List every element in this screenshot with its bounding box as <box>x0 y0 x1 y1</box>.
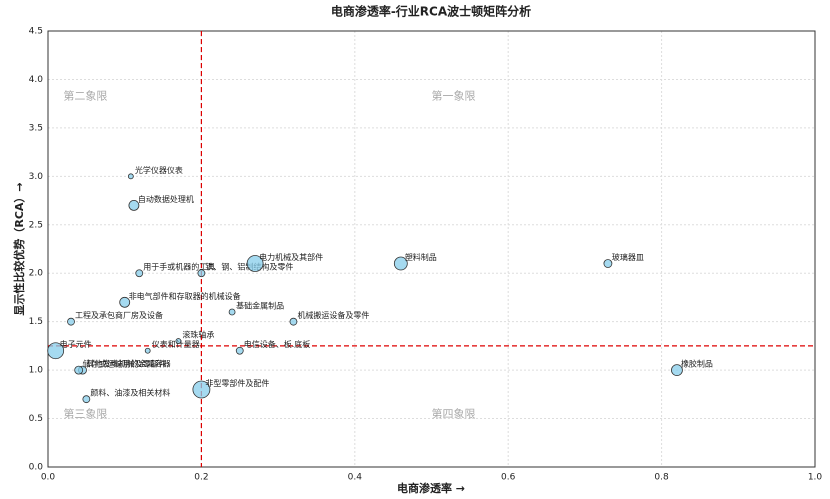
bubble <box>246 255 264 272</box>
x-tick-label: 1.0 <box>808 473 823 483</box>
bubble <box>47 342 65 360</box>
point-label: 玻璃器皿 <box>612 252 644 262</box>
point-label: 颜料、油漆及相关材料 <box>90 388 170 398</box>
point-label: 电信设备、板.底板 <box>244 339 311 349</box>
point-label: 基础金属制品 <box>236 300 284 310</box>
bubble <box>135 269 144 278</box>
x-axis-label: 电商渗透率 → <box>397 481 465 495</box>
point-label: 橡胶制品 <box>681 359 713 369</box>
bubble <box>393 256 408 271</box>
point-label: 机械搬运设备及零件 <box>297 310 369 320</box>
bubble <box>192 380 211 399</box>
bubble <box>82 395 91 404</box>
point-label: 非电气部件和存取器的机械设备 <box>129 291 241 301</box>
point-label: 电子元件 <box>60 339 92 349</box>
x-tick-label: 0.8 <box>654 473 669 483</box>
point-label: 光学仪器仪表 <box>135 165 183 175</box>
quadrant-label: 第二象限 <box>63 88 107 102</box>
y-axis-label: 显示性比较优势（RCA）→ <box>12 182 26 315</box>
bubble <box>175 338 182 344</box>
bubble <box>74 365 84 375</box>
y-tick-label: 0.0 <box>29 463 44 473</box>
point-label: 滚珠轴承 <box>182 330 214 340</box>
bubble <box>127 173 134 180</box>
point-label: 用于手或机器的工具 <box>143 262 215 272</box>
chart-title: 电商渗透率-行业RCA波士顿矩阵分析 <box>331 4 531 19</box>
quadrant-label: 第三象限 <box>63 407 107 421</box>
point-label: 储存或运输用的金属容器 <box>83 359 171 369</box>
y-tick-label: 1.5 <box>29 317 43 327</box>
y-tick-label: 4.5 <box>29 27 43 37</box>
bubble <box>228 308 236 316</box>
y-tick-label: 3.0 <box>29 172 44 182</box>
x-tick-label: 0.2 <box>194 473 208 483</box>
point-label: 自动数据处理机 <box>138 194 194 204</box>
point-label: 其他发电机械及零部件 <box>87 359 167 369</box>
y-tick-label: 1.0 <box>29 366 44 376</box>
point-label: 塑料制品 <box>405 252 437 262</box>
bubble <box>144 347 151 354</box>
bubble <box>119 296 131 308</box>
point-label: 仪表和计量器 <box>152 339 200 349</box>
bubble <box>235 346 244 355</box>
x-tick-label: 0.0 <box>41 473 56 483</box>
plot-frame <box>47 30 816 468</box>
bubble <box>197 269 206 278</box>
point-label: 电力机械及其部件 <box>259 252 323 262</box>
y-tick-label: 2.0 <box>29 269 44 279</box>
y-tick-label: 4.0 <box>29 75 44 85</box>
y-tick-label: 2.5 <box>29 220 43 230</box>
y-tick-label: 0.5 <box>29 414 43 424</box>
point-label: 非型零部件及配件 <box>205 378 269 388</box>
bubble <box>671 364 683 377</box>
bubble <box>603 259 613 268</box>
quadrant-label: 第一象限 <box>432 88 476 102</box>
bubble <box>67 317 75 326</box>
x-tick-label: 0.6 <box>501 473 516 483</box>
bubble <box>289 317 298 326</box>
y-tick-label: 3.5 <box>29 123 43 133</box>
point-label: 工程及承包商厂房及设备 <box>75 310 163 320</box>
bubble <box>128 199 140 211</box>
x-tick-label: 0.4 <box>348 473 363 483</box>
quadrant-label: 第四象限 <box>432 407 476 421</box>
